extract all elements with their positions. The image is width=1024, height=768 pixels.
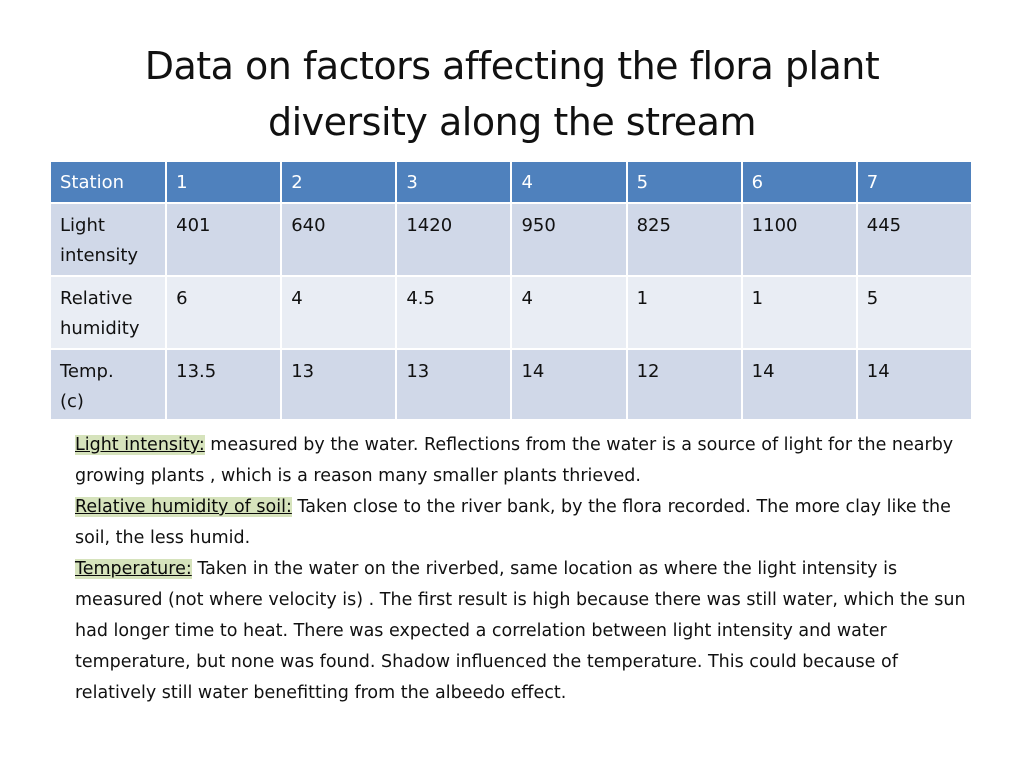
table-cell: 14 — [510, 348, 628, 421]
row-label-line-1: Temp. — [60, 361, 114, 382]
note-term: Relative humidity of soil: — [75, 497, 292, 517]
note-term: Light intensity: — [75, 435, 205, 455]
notes-text-block: Light intensity: measured by the water. … — [75, 430, 980, 709]
table-cell: 4 — [510, 275, 628, 350]
table-cell: 640 — [280, 202, 398, 277]
table-cell: 1100 — [740, 202, 858, 277]
row-label: Light intensity — [48, 202, 168, 277]
slide-title: Data on factors affecting the flora plan… — [40, 38, 984, 150]
row-label: Temp. (c) — [48, 348, 168, 421]
header-station-1: 1 — [165, 160, 283, 204]
table-cell: 445 — [855, 202, 974, 277]
note-text: Taken in the water on the riverbed, same… — [75, 559, 966, 703]
row-label-line-1: Light — [60, 215, 105, 236]
header-station-3: 3 — [395, 160, 513, 204]
table-cell: 401 — [165, 202, 283, 277]
header-station-2: 2 — [280, 160, 398, 204]
row-label-line-2: (c) — [60, 391, 84, 412]
header-station-4: 4 — [510, 160, 628, 204]
table-row-relative-humidity: Relative humidity 6 4 4.5 4 1 1 5 — [48, 275, 974, 350]
table-cell: 6 — [165, 275, 283, 350]
note-relative-humidity: Relative humidity of soil: Taken close t… — [75, 492, 980, 554]
note-text: Taken close to the river bank, by the fl… — [75, 497, 951, 548]
table-cell: 14 — [740, 348, 858, 421]
note-light-intensity: Light intensity: measured by the water. … — [75, 430, 980, 492]
note-text: measured by the water. Reflections from … — [75, 435, 954, 486]
header-station-7: 7 — [855, 160, 974, 204]
table-cell: 1 — [625, 275, 743, 350]
table-row-temperature: Temp. (c) 13.5 13 13 14 12 14 14 — [48, 348, 974, 421]
table-cell: 14 — [855, 348, 974, 421]
note-term: Temperature: — [75, 559, 192, 579]
table-cell: 13 — [280, 348, 398, 421]
table-cell: 12 — [625, 348, 743, 421]
row-label-line-1: Relative — [60, 288, 133, 309]
table-cell: 825 — [625, 202, 743, 277]
table-cell: 5 — [855, 275, 974, 350]
table-cell: 13.5 — [165, 348, 283, 421]
row-label: Relative humidity — [48, 275, 168, 350]
table-cell: 4.5 — [395, 275, 513, 350]
row-label-line-2: intensity — [60, 245, 139, 266]
header-station-5: 5 — [625, 160, 743, 204]
table-cell: 1 — [740, 275, 858, 350]
header-station-6: 6 — [740, 160, 858, 204]
table-cell: 4 — [280, 275, 398, 350]
slide-title-line-2: diversity along the stream — [268, 100, 756, 144]
row-label-line-2: humidity — [60, 318, 140, 339]
header-station: Station — [48, 160, 168, 204]
table-row-light-intensity: Light intensity 401 640 1420 950 825 110… — [48, 202, 974, 277]
table-cell: 13 — [395, 348, 513, 421]
table-cell: 950 — [510, 202, 628, 277]
note-temperature: Temperature: Taken in the water on the r… — [75, 554, 980, 709]
data-table: Station 1 2 3 4 5 6 7 Light intensity 40… — [48, 160, 974, 421]
table-cell: 1420 — [395, 202, 513, 277]
table-header-row: Station 1 2 3 4 5 6 7 — [48, 160, 974, 204]
slide-title-line-1: Data on factors affecting the flora plan… — [144, 44, 880, 88]
